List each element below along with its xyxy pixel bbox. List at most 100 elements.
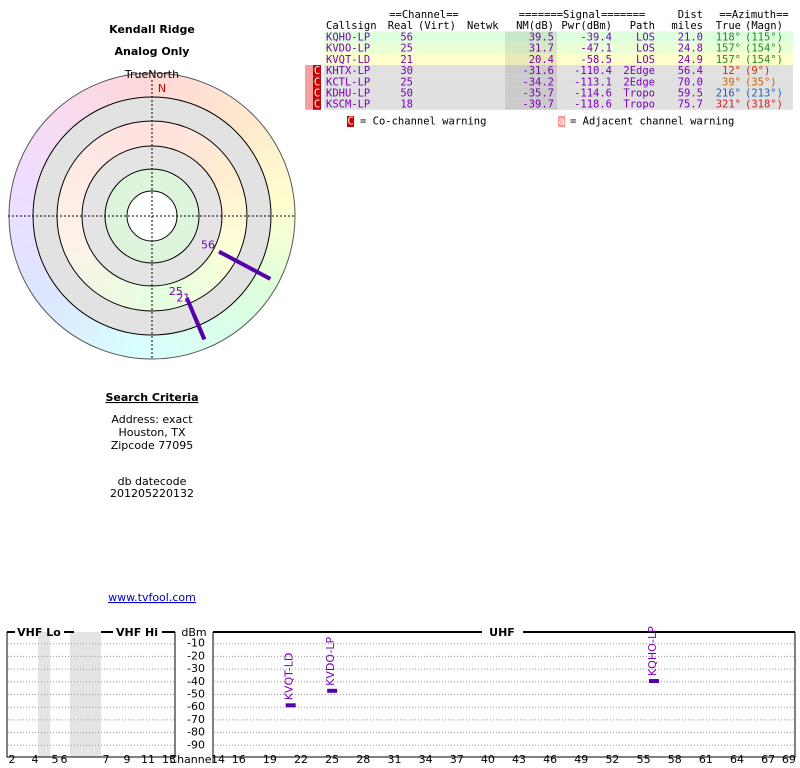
polar-frame [8,72,296,360]
north-label: TrueNorth [124,68,179,81]
x-tick-label: 31 [387,753,401,766]
cell-az-true: 216° [716,88,741,100]
cell-az-magn: (35°) [745,76,777,88]
cell-path: Tropo [623,99,655,111]
nm-shade [505,65,557,77]
cell-dist: 70.0 [678,76,703,88]
adj-box [558,116,565,127]
warning: C [314,88,320,100]
cell-pwr: -114.6 [574,88,612,100]
adj-shade [305,87,313,99]
cell-callsign: KQHO-LP [326,32,370,44]
cell-az-true: 118° [716,32,741,44]
cell-real: 18 [400,99,413,111]
cell-nm: 39.5 [529,32,554,44]
x-tick-label: 46 [543,753,557,766]
row-bg [324,53,793,65]
cell-dist: 75.7 [678,99,703,111]
cell-dist: 24.8 [678,43,703,55]
station-ray [192,314,207,341]
db-label: db datecode [118,475,187,488]
adj-text: = Adjacent channel warning [570,116,734,128]
warning-box [313,98,321,110]
x-tick-label: 52 [605,753,619,766]
signal-label: KQHO-LP [646,626,659,676]
x-tick-label: 58 [668,753,682,766]
cell-nm: -34.2 [522,76,554,88]
zip: Zipcode 77095 [111,439,194,452]
cell-az-magn: (9°) [745,65,770,77]
x-tick-label: 49 [574,753,588,766]
column-header: NM(dB) [516,20,554,32]
co-text: = Co-channel warning [360,116,486,128]
y-label: dBm [181,626,206,639]
cell-az-true: 157° [716,43,741,55]
cell-pwr: -113.1 [574,76,612,88]
x-tick-label: 37 [450,753,464,766]
cell-nm: -39.7 [522,99,554,111]
y-tick-label: -60 [187,700,205,713]
x-tick-label: 2 [9,753,16,766]
station-label: 56 [201,239,215,252]
y-tick-label: -30 [187,662,205,675]
x-tick-label: 40 [481,753,495,766]
x-tick-label: 22 [294,753,308,766]
cell-az-true: 321° [716,99,741,111]
cell-az-magn: (318°) [745,99,783,111]
cell-nm: 20.4 [529,54,554,66]
search-heading: Search Criteria [105,391,198,404]
cell-real: 30 [400,65,413,77]
cell-az-true: 39° [722,76,741,88]
group-header: Dist [678,9,703,21]
cell-path: LOS [636,43,655,55]
vhf-box [6,632,176,758]
group-header: ==Channel== [389,9,459,21]
x-tick-label: 14 [211,753,225,766]
x-tick-label: 34 [419,753,433,766]
cell-callsign: KDHU-LP [326,88,370,100]
signal-label: KVDO-LP [324,637,337,686]
cell-callsign: KVQT-LD [326,54,370,66]
x-tick-label: 67 [761,753,775,766]
db-code: 201205220132 [110,487,194,500]
cell-callsign: KHTX-LP [326,65,370,77]
cell-path: LOS [636,32,655,44]
link[interactable]: www.tvfool.com [108,591,196,604]
column-header: Path [630,20,655,32]
nm-shade [505,53,557,65]
cell-dist: 24.9 [678,54,703,66]
uhf: UHF [489,626,515,639]
row-bg [324,87,793,99]
cell-az-true: 157° [716,54,741,66]
subtitle: Analog Only [115,45,190,58]
cell-path: 2Edge [623,65,655,77]
nm-shade [505,87,557,99]
x-label: Channel [169,753,214,766]
x-tick-label: 11 [141,753,155,766]
y-tick-label: -80 [187,726,205,739]
cell-pwr: -47.1 [580,43,612,55]
station-label: 21 [176,292,190,305]
warning: C [314,99,320,111]
warning-box [313,87,321,99]
cell-az-magn: (154°) [745,43,783,55]
column-header: (Virt) [418,20,456,32]
column-header: (Magn) [745,20,783,32]
x-tick-label: 9 [124,753,131,766]
nm-shade [505,31,557,43]
column-header: True [716,20,741,32]
vhf-hi: VHF Hi [116,626,158,639]
row-bg [324,42,793,54]
nm-shade [505,42,557,54]
nm-shade [505,98,557,110]
x-tick-label: 6 [61,753,68,766]
column-header: Netwk [467,20,499,32]
cell-az-magn: (115°) [745,32,783,44]
cell-dist: 21.0 [678,32,703,44]
address: Address: exact [111,413,193,426]
cell-real: 50 [400,88,413,100]
station-label: 25 [169,285,183,298]
column-header: miles [671,20,703,32]
